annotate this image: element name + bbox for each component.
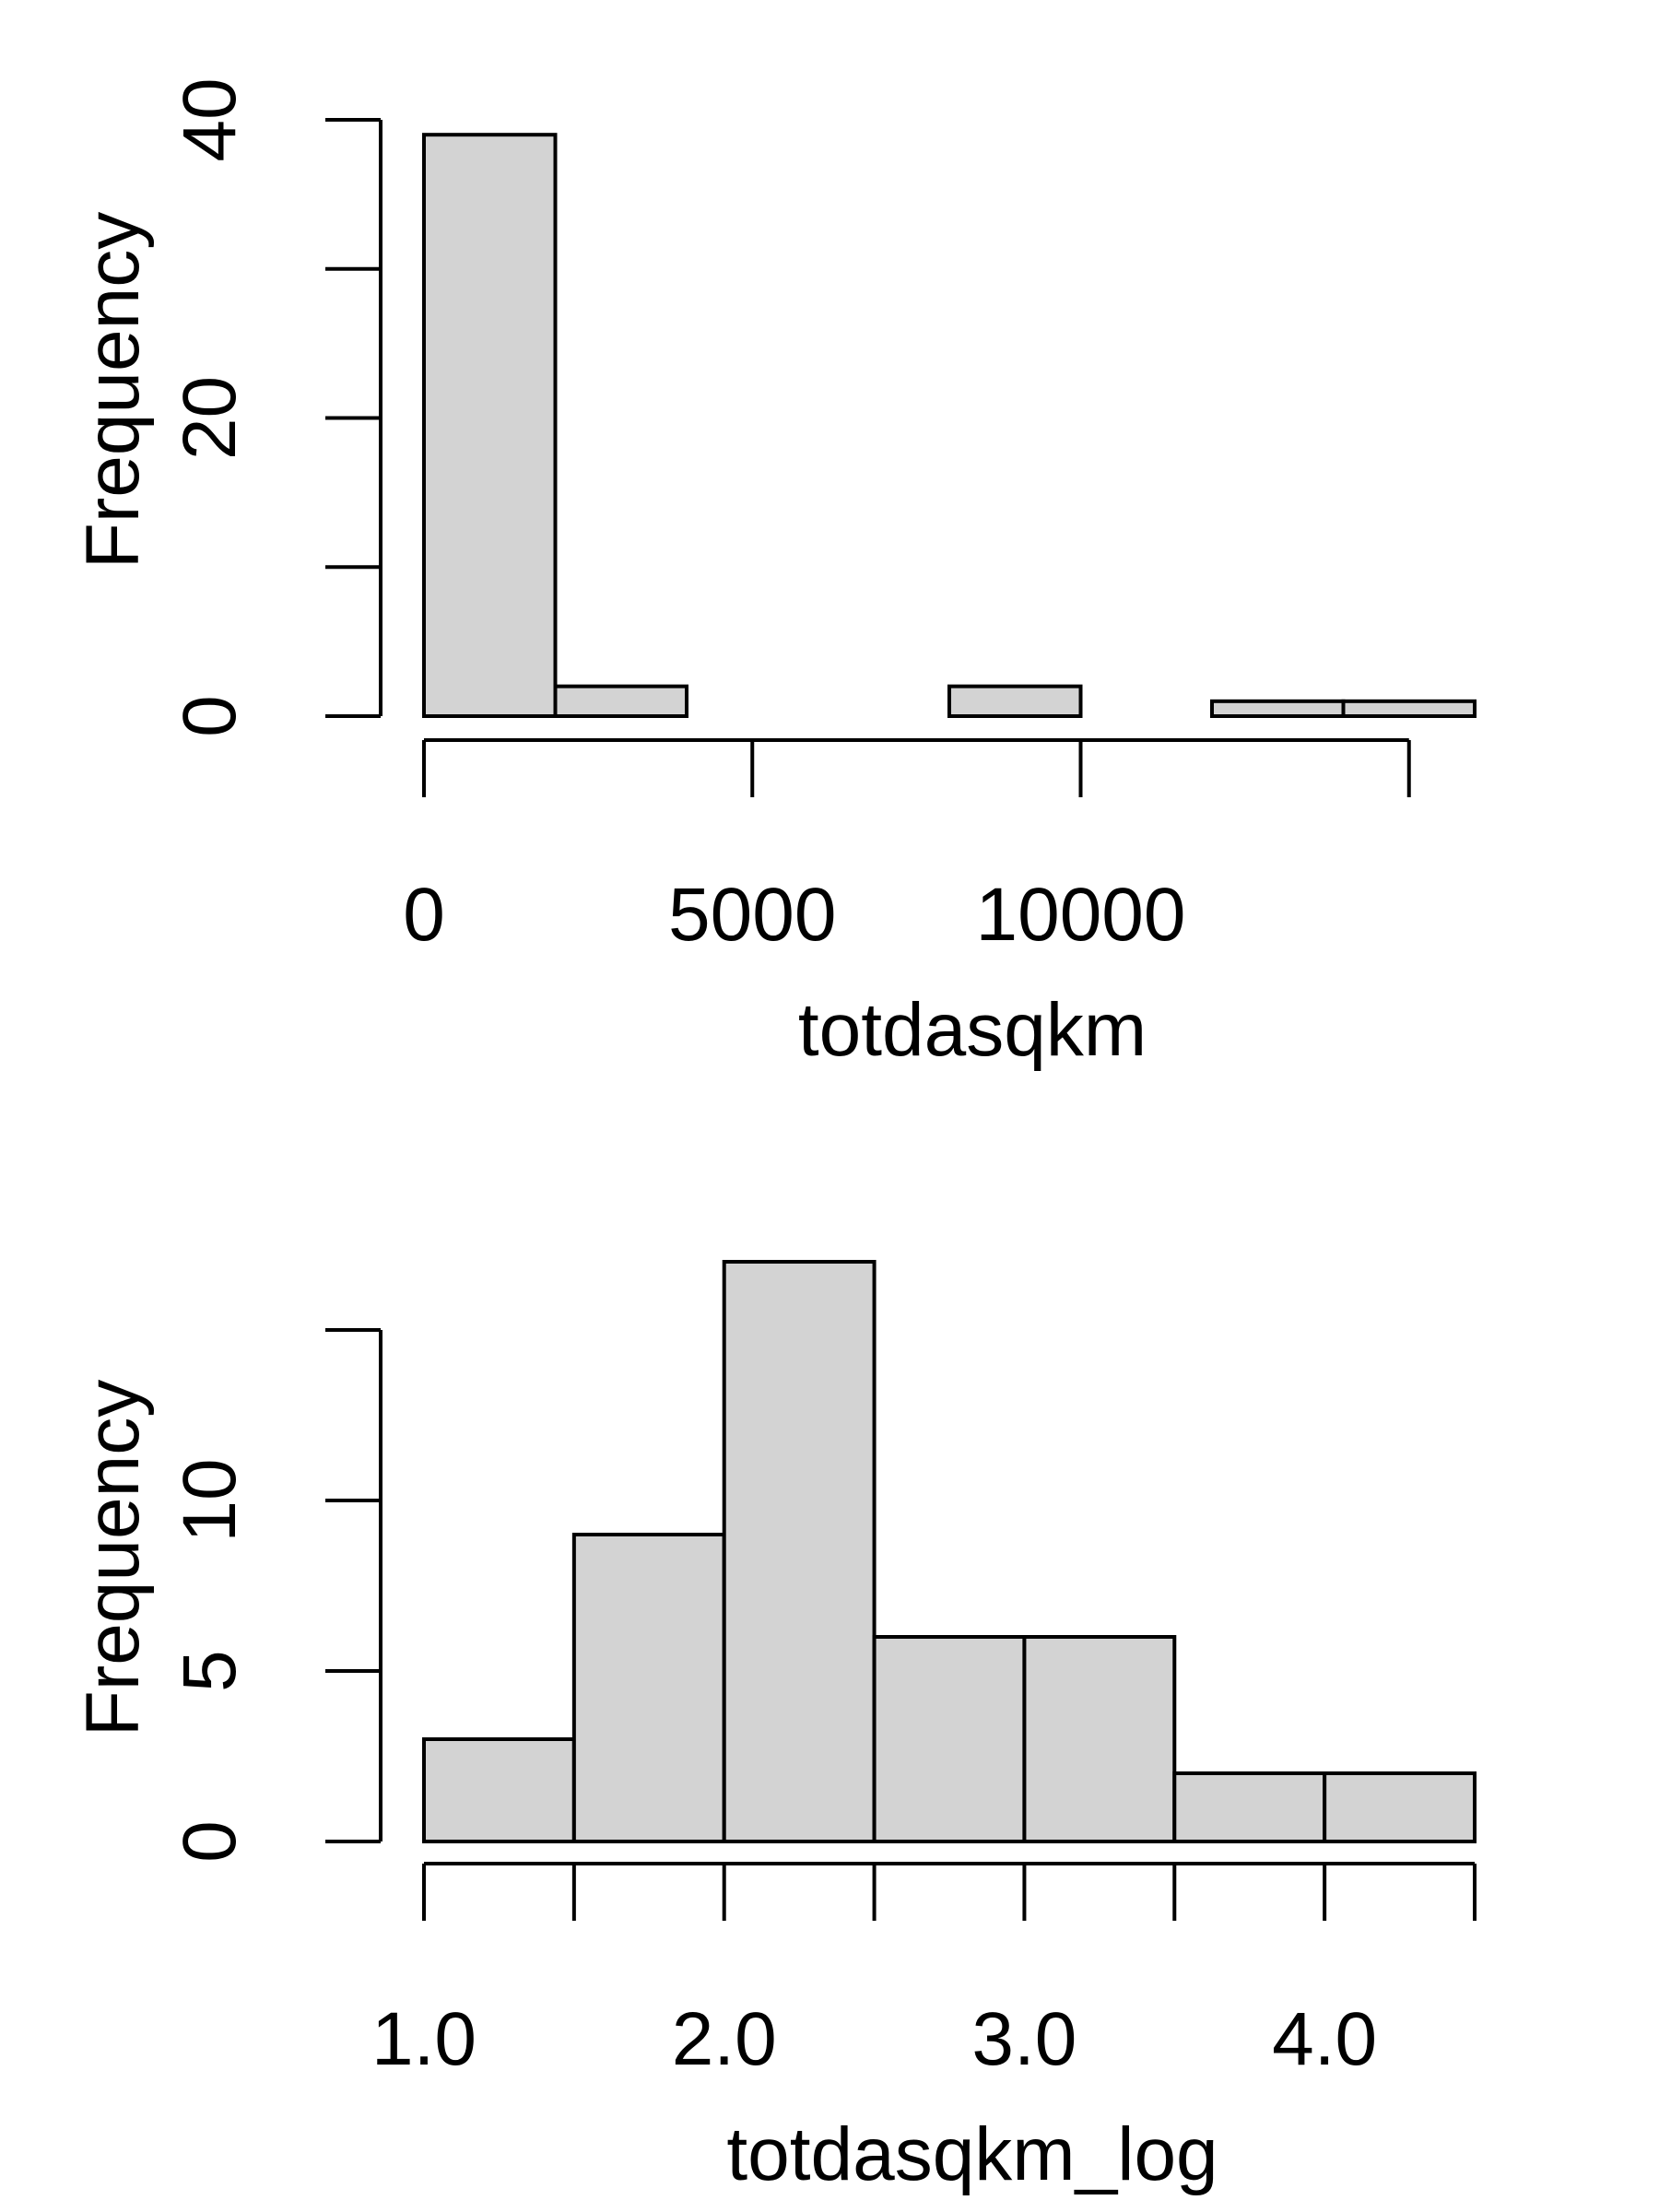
y-axis-title: Frequency <box>71 212 155 569</box>
histogram-bar <box>422 133 558 719</box>
histogram-bar <box>1341 699 1477 719</box>
histogram-bar <box>1022 1635 1177 1843</box>
y-tick-label: 40 <box>168 77 252 161</box>
y-tick-label: 0 <box>168 695 252 737</box>
histogram-totdasqkm: 0 20 40 0 5000 10000 totdasqkm Frequency <box>71 77 1477 1072</box>
histogram-bar <box>1323 1771 1477 1843</box>
histogram-bar <box>1210 699 1346 719</box>
histogram-bar <box>722 1260 877 1843</box>
x-axis-title: totdasqkm_log <box>726 2112 1218 2196</box>
x-tick-label: 0 <box>403 873 445 957</box>
histogram-bar <box>571 1533 726 1843</box>
x-tick-label: 4.0 <box>1272 1997 1377 2081</box>
x-tick-label: 10000 <box>975 873 1185 957</box>
histogram-bar <box>947 684 1083 719</box>
y-tick-label: 20 <box>168 376 252 460</box>
y-tick-label: 10 <box>168 1458 252 1542</box>
histogram-bar <box>872 1635 1027 1843</box>
y-tick-label: 0 <box>168 1820 252 1863</box>
x-tick-label: 2.0 <box>672 1997 777 2081</box>
y-tick-label: 5 <box>168 1650 252 1692</box>
histogram-bar <box>553 684 688 719</box>
y-axis-title: Frequency <box>71 1380 155 1736</box>
histogram-bar <box>422 1737 576 1843</box>
x-tick-label: 1.0 <box>371 1997 477 2081</box>
histogram-totdasqkm-log: 0 5 10 1.0 2.0 3.0 4.0 totdasqkm_log Frequency <box>71 1260 1477 2196</box>
histogram-bar <box>1172 1771 1327 1843</box>
x-axis-title: totdasqkm <box>798 988 1147 1072</box>
x-tick-label: 3.0 <box>971 1997 1077 2081</box>
x-tick-label: 5000 <box>668 873 836 957</box>
